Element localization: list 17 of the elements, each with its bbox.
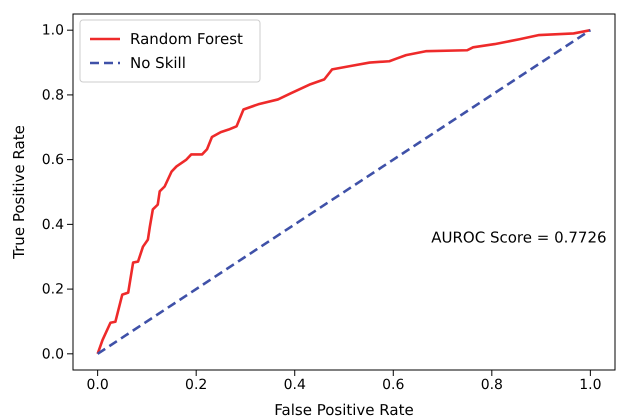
y-tick-label: 0.0 [42,346,64,362]
y-tick-label: 0.2 [42,282,64,298]
legend-label: No Skill [130,54,186,72]
x-tick-label: 0.4 [284,376,306,393]
y-tick-label: 0.6 [42,152,64,168]
x-tick-label: 0.6 [382,376,404,393]
x-tick-label: 0.8 [480,376,503,393]
y-tick-label: 0.8 [42,87,64,104]
annotation: AUROC Score = 0.7726 [431,228,607,246]
x-tick-label: 1.0 [579,376,602,393]
x-axis-title: False Positive Rate [274,401,414,417]
y-axis-title: True Positive Rate [10,125,28,260]
legend-label: Random Forest [130,30,244,48]
x-tick-label: 0.0 [86,376,109,393]
x-tick-label: 0.2 [185,376,208,393]
y-tick-label: 0.4 [42,216,64,233]
y-tick-label: 1.0 [42,22,64,39]
